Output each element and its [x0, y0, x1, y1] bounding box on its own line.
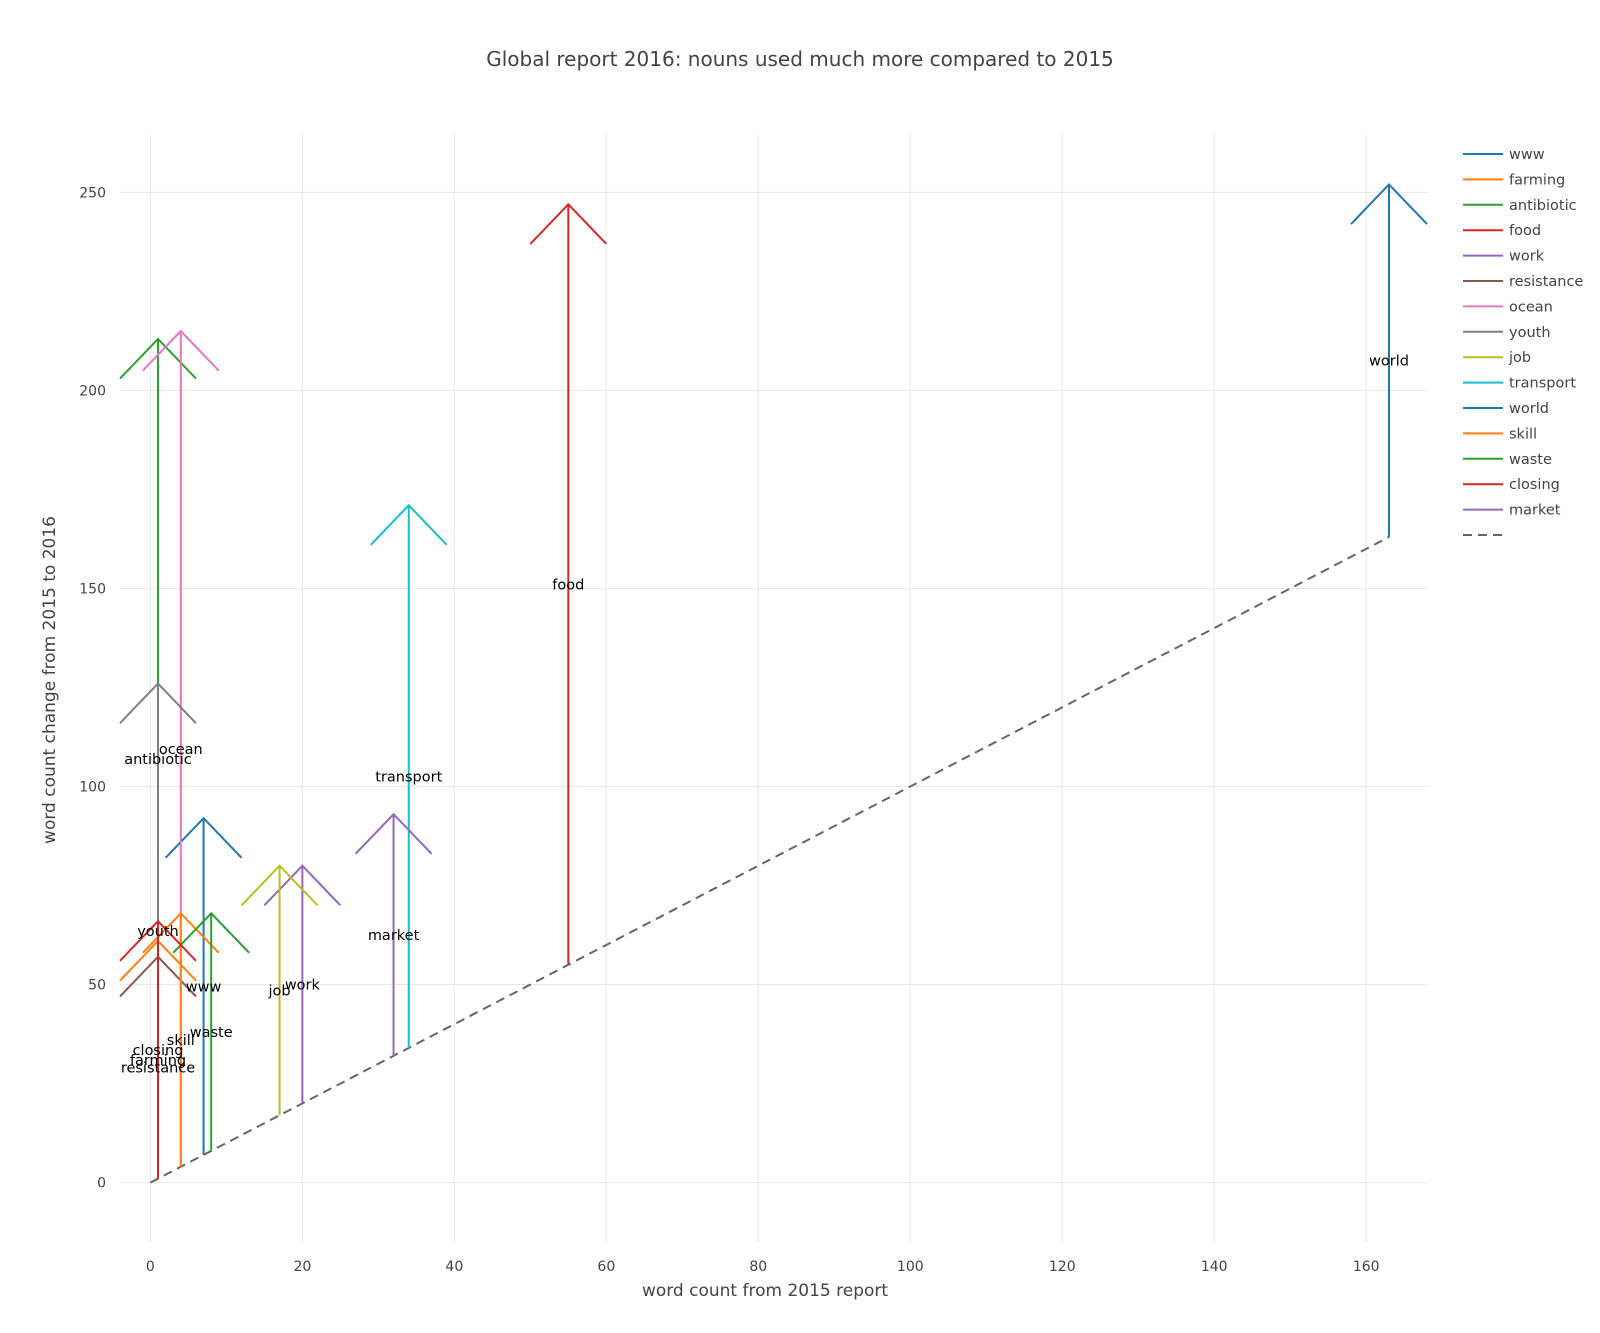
x-tick-label: 80	[749, 1259, 767, 1275]
legend-label: farming	[1509, 172, 1565, 188]
legend-item-market[interactable]: market	[1463, 503, 1561, 519]
legend-label: skill	[1509, 426, 1537, 442]
legend-label: market	[1509, 503, 1561, 519]
arrow-head	[119, 682, 197, 724]
legend-item-work[interactable]: work	[1463, 249, 1545, 265]
legend-label: job	[1508, 350, 1531, 366]
arrow-head	[172, 911, 250, 954]
legend-item-antibiotic[interactable]: antibiotic	[1463, 198, 1577, 214]
arrow-closing	[119, 919, 197, 1179]
arrow-head	[370, 503, 448, 546]
arrow-head	[1350, 183, 1428, 225]
reference-line-group	[149, 536, 1390, 1184]
legend-label: antibiotic	[1509, 198, 1577, 214]
arrow-skill	[142, 911, 220, 1167]
arrow-market	[354, 812, 433, 1056]
x-tick-label: 20	[293, 1259, 311, 1275]
chart-title: Global report 2016: nouns used much more…	[486, 47, 1114, 71]
x-tick-label: 140	[1201, 1259, 1228, 1275]
arrows	[119, 183, 1428, 1179]
legend-item-world[interactable]: world	[1463, 401, 1549, 417]
arrow-label-work: work	[285, 978, 321, 994]
x-tick-label: 60	[597, 1259, 615, 1275]
y-tick-label: 100	[79, 780, 106, 796]
legend-label: ocean	[1509, 299, 1553, 315]
arrow-world	[1350, 183, 1428, 537]
legend-item-youth[interactable]: youth	[1463, 325, 1551, 341]
arrow-food	[529, 202, 608, 965]
y-tick-label: 50	[88, 978, 106, 994]
arrow-head	[119, 919, 197, 962]
y-tick-label: 250	[79, 185, 106, 201]
legend-label: youth	[1509, 325, 1551, 341]
legend-item-resistance[interactable]: resistance	[1463, 274, 1583, 290]
legend-item-www[interactable]: www	[1463, 147, 1545, 163]
x-axis-ticks: 0 20 40 60 80 100 120 140 160	[146, 1259, 1380, 1275]
arrow-head	[142, 911, 220, 954]
arrow-job	[240, 864, 319, 1116]
arrow-label-world: world	[1369, 354, 1409, 370]
arrow-label-waste: waste	[190, 1025, 233, 1041]
legend-item-food[interactable]: food	[1463, 223, 1541, 239]
legend-label: waste	[1509, 452, 1552, 468]
grid	[120, 133, 1427, 1242]
arrow-label-job: job	[268, 983, 291, 999]
arrow-label-skill: skill	[167, 1033, 195, 1049]
y-tick-label: 0	[97, 1176, 106, 1192]
legend-label: food	[1509, 223, 1541, 239]
y-axis-title: word count change from 2015 to 2016	[40, 516, 60, 844]
legend-label: transport	[1509, 376, 1576, 392]
x-tick-label: 160	[1353, 1259, 1380, 1275]
arrow-www	[164, 816, 243, 1155]
legend-item-skill[interactable]: skill	[1463, 426, 1537, 442]
arrow-work	[263, 864, 342, 1104]
reference-line	[149, 536, 1390, 1184]
legend: www farming antibiotic food work resistance oc…	[1463, 147, 1583, 536]
legend-label: world	[1509, 401, 1549, 417]
y-axis-ticks: 0 50 100 150 200 250	[79, 185, 106, 1191]
arrow-label-closing: closing	[133, 1043, 184, 1059]
legend-item-closing[interactable]: closing	[1463, 477, 1560, 493]
legend-label: resistance	[1509, 274, 1583, 290]
arrow-label-transport: transport	[375, 770, 442, 786]
arrow-label-ocean: ocean	[159, 742, 203, 758]
arrow-label-farming: farming	[130, 1053, 186, 1069]
arrow-label-market: market	[368, 928, 420, 944]
legend-label: www	[1509, 147, 1545, 163]
arrow-head	[164, 816, 243, 859]
arrow-head	[354, 812, 433, 855]
arrow-label-youth: youth	[137, 924, 179, 940]
arrow-head	[119, 337, 197, 380]
arrow-label-resistance: resistance	[121, 1061, 195, 1077]
arrow-transport	[370, 503, 448, 1048]
arrow-head	[142, 329, 220, 372]
x-tick-label: 40	[445, 1259, 463, 1275]
x-tick-label: 0	[146, 1259, 155, 1275]
arrow-waste	[172, 911, 250, 1151]
y-tick-label: 200	[79, 383, 106, 399]
arrow-label-antibiotic: antibiotic	[124, 752, 192, 768]
arrow-label-www: www	[186, 980, 222, 996]
x-axis-title: word count from 2015 report	[642, 1281, 888, 1301]
legend-item-transport[interactable]: transport	[1463, 376, 1576, 392]
arrow-label-food: food	[552, 578, 584, 594]
legend-item-job[interactable]: job	[1463, 350, 1531, 366]
arrow-head	[240, 864, 319, 907]
arrow-head	[529, 202, 608, 245]
y-tick-label: 150	[79, 581, 106, 597]
x-tick-label: 100	[897, 1259, 924, 1275]
arrow-labels: www farming antibiotic food work resistance oc…	[121, 354, 1409, 1077]
legend-label: work	[1509, 249, 1545, 265]
arrow-head	[263, 864, 342, 907]
legend-item-ocean[interactable]: ocean	[1463, 299, 1553, 315]
legend-label: closing	[1509, 477, 1560, 493]
legend-item-farming[interactable]: farming	[1463, 172, 1565, 188]
x-tick-label: 120	[1049, 1259, 1076, 1275]
legend-item-waste[interactable]: waste	[1463, 452, 1552, 468]
